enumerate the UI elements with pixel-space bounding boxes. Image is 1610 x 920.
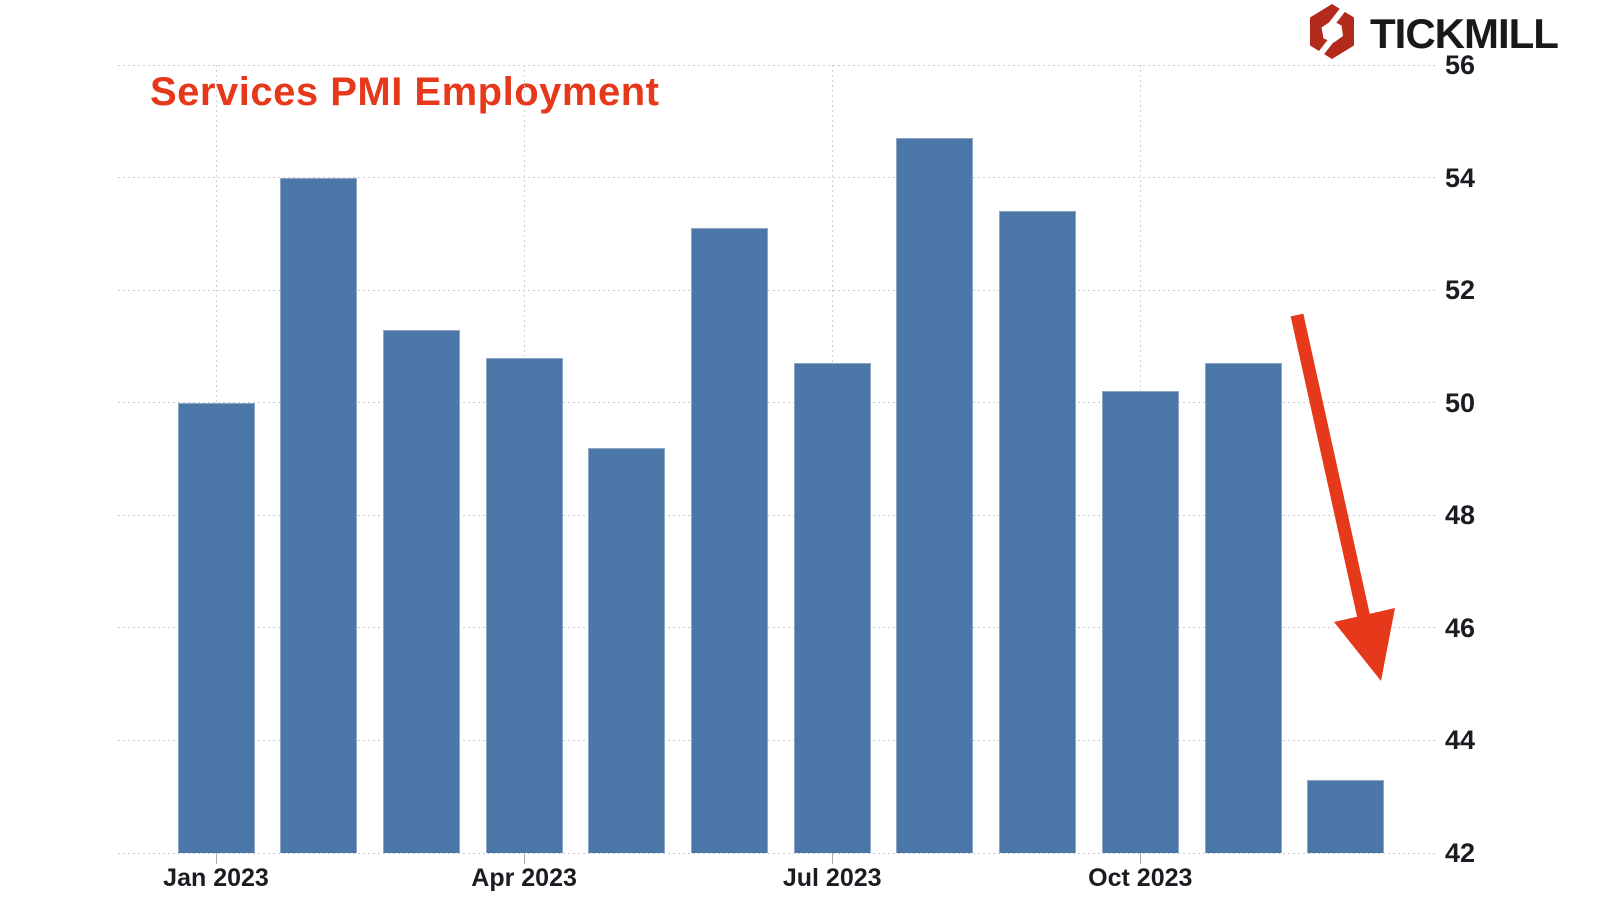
bar-nov-2023 [1204,363,1282,853]
x-tick-label-apr-2023: Apr 2023 [471,864,577,892]
x-axis-tick [1139,853,1141,864]
bar-dec-2023 [1307,779,1385,853]
h-gridline-52 [118,289,1438,291]
tickmill-logo-icon [1308,0,1356,66]
plot-area: 56 54 52 50 48 46 44 42 Jan 2023 Apr 2023 Jul 2023… [118,51,1475,891]
h-gridline-50 [118,402,1438,404]
brand-name: TICKMILL [1370,10,1559,57]
y-tick-label-44: 44 [1445,725,1476,756]
bar-jul-2023 [793,363,871,853]
x-axis-tick [831,853,833,864]
bar-aug-2023 [896,138,974,853]
bar-apr-2023 [485,357,563,853]
bar-sep-2023 [999,211,1077,853]
h-gridline-44 [118,739,1438,741]
x-tick-label-jan-2023: Jan 2023 [163,864,269,892]
x-tick-label-jul-2023: Jul 2023 [782,864,882,892]
y-tick-label-54: 54 [1445,162,1476,193]
bar-jun-2023 [691,228,768,853]
h-gridline-46 [118,627,1438,629]
y-tick-label-56: 56 [1445,50,1476,80]
x-axis-tick [215,853,217,864]
bar-may-2023 [588,447,666,853]
chart-title: Services PMI Employment [150,70,660,114]
h-gridline-54 [118,177,1438,179]
h-gridline-48 [118,514,1438,516]
y-tick-label-46: 46 [1445,612,1476,643]
bar-feb-2023 [280,177,358,853]
bar-mar-2023 [382,329,460,853]
y-tick-label-50: 50 [1445,387,1476,418]
y-tick-label-42: 42 [1445,838,1476,868]
brand-logo: TICKMILL [1308,0,1608,66]
h-gridline-42 [118,852,1438,854]
x-axis-tick [523,853,525,864]
y-tick-label-52: 52 [1445,275,1476,306]
y-tick-label-48: 48 [1445,500,1476,531]
x-tick-label-oct-2023: Oct 2023 [1088,864,1193,892]
bar-oct-2023 [1101,391,1179,853]
bar-jan-2023 [177,402,255,853]
h-gridline-56 [118,64,1438,66]
